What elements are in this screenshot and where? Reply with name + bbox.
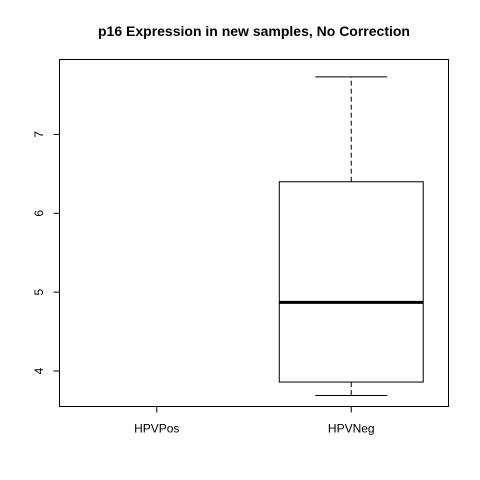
iqr-box	[278, 181, 424, 383]
chart-title: p16 Expression in new samples, No Correc…	[98, 23, 410, 39]
x-tick-label: HPVPos	[134, 422, 179, 436]
x-tick-label: HPVNeg	[328, 422, 375, 436]
boxes-layer	[278, 76, 424, 396]
box-group-hpvneg	[278, 76, 424, 396]
y-tick-label: 5	[32, 288, 46, 295]
y-tick-label: 7	[32, 131, 46, 138]
axes-layer: 4 5 6 7 HPVPos HPVNeg	[32, 131, 375, 436]
plot-frame	[59, 59, 449, 407]
y-tick-label: 4	[32, 367, 46, 374]
y-tick-label: 6	[32, 210, 46, 217]
